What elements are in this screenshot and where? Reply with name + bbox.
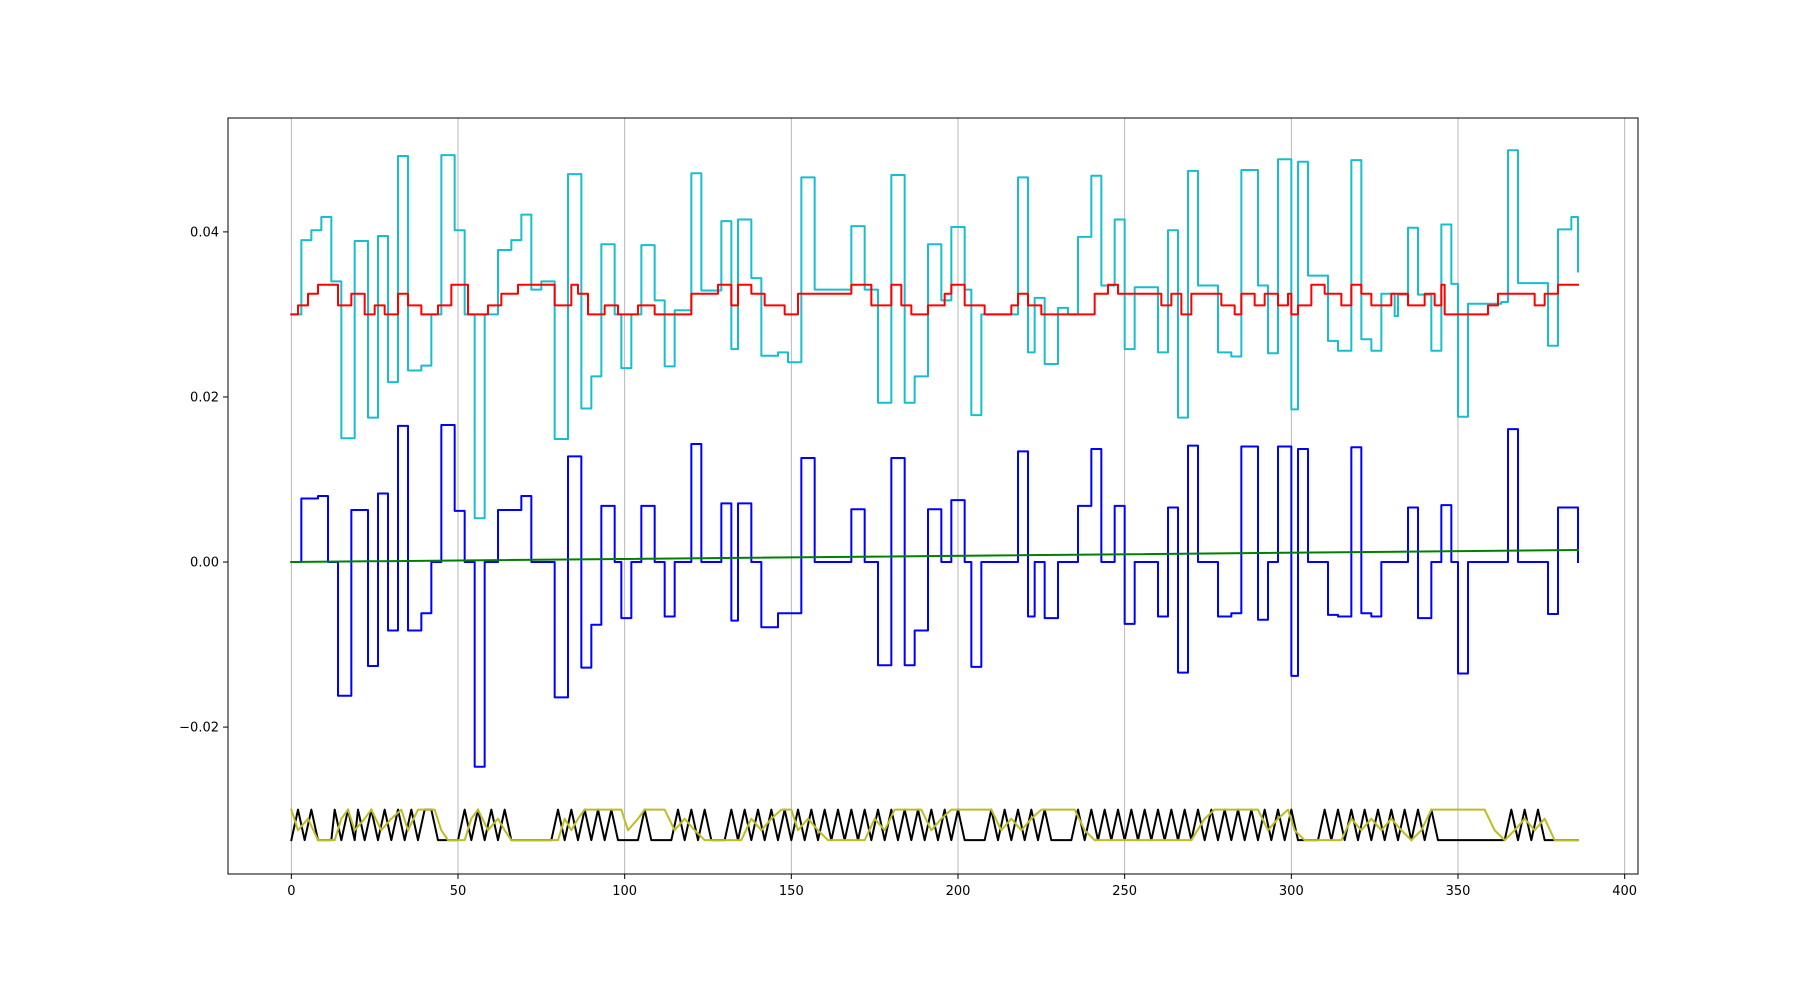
y-tick-label: 0.02 [190,390,219,405]
series-line-5 [290,808,1579,842]
x-tick-label: 350 [1446,884,1471,899]
x-tick-label: 400 [1612,884,1637,899]
series-line-1 [290,283,1579,316]
x-tick-label: 100 [612,884,637,899]
plot-frame [227,117,1639,875]
x-tick-label: 150 [779,884,804,899]
x-tick-label: 50 [450,884,467,899]
y-tick-label: 0.04 [190,225,219,240]
y-tick-label: −0.02 [179,721,219,736]
x-tick-label: 0 [287,884,295,899]
x-tick-label: 200 [946,884,971,899]
x-tick-label: 250 [1112,884,1137,899]
series-line-4 [290,808,1579,842]
series-line-0 [290,149,1579,520]
series-line-3 [290,549,1580,564]
x-tick-label: 300 [1279,884,1304,899]
series-line-2 [290,424,1579,768]
y-tick-label: 0.00 [190,556,219,571]
